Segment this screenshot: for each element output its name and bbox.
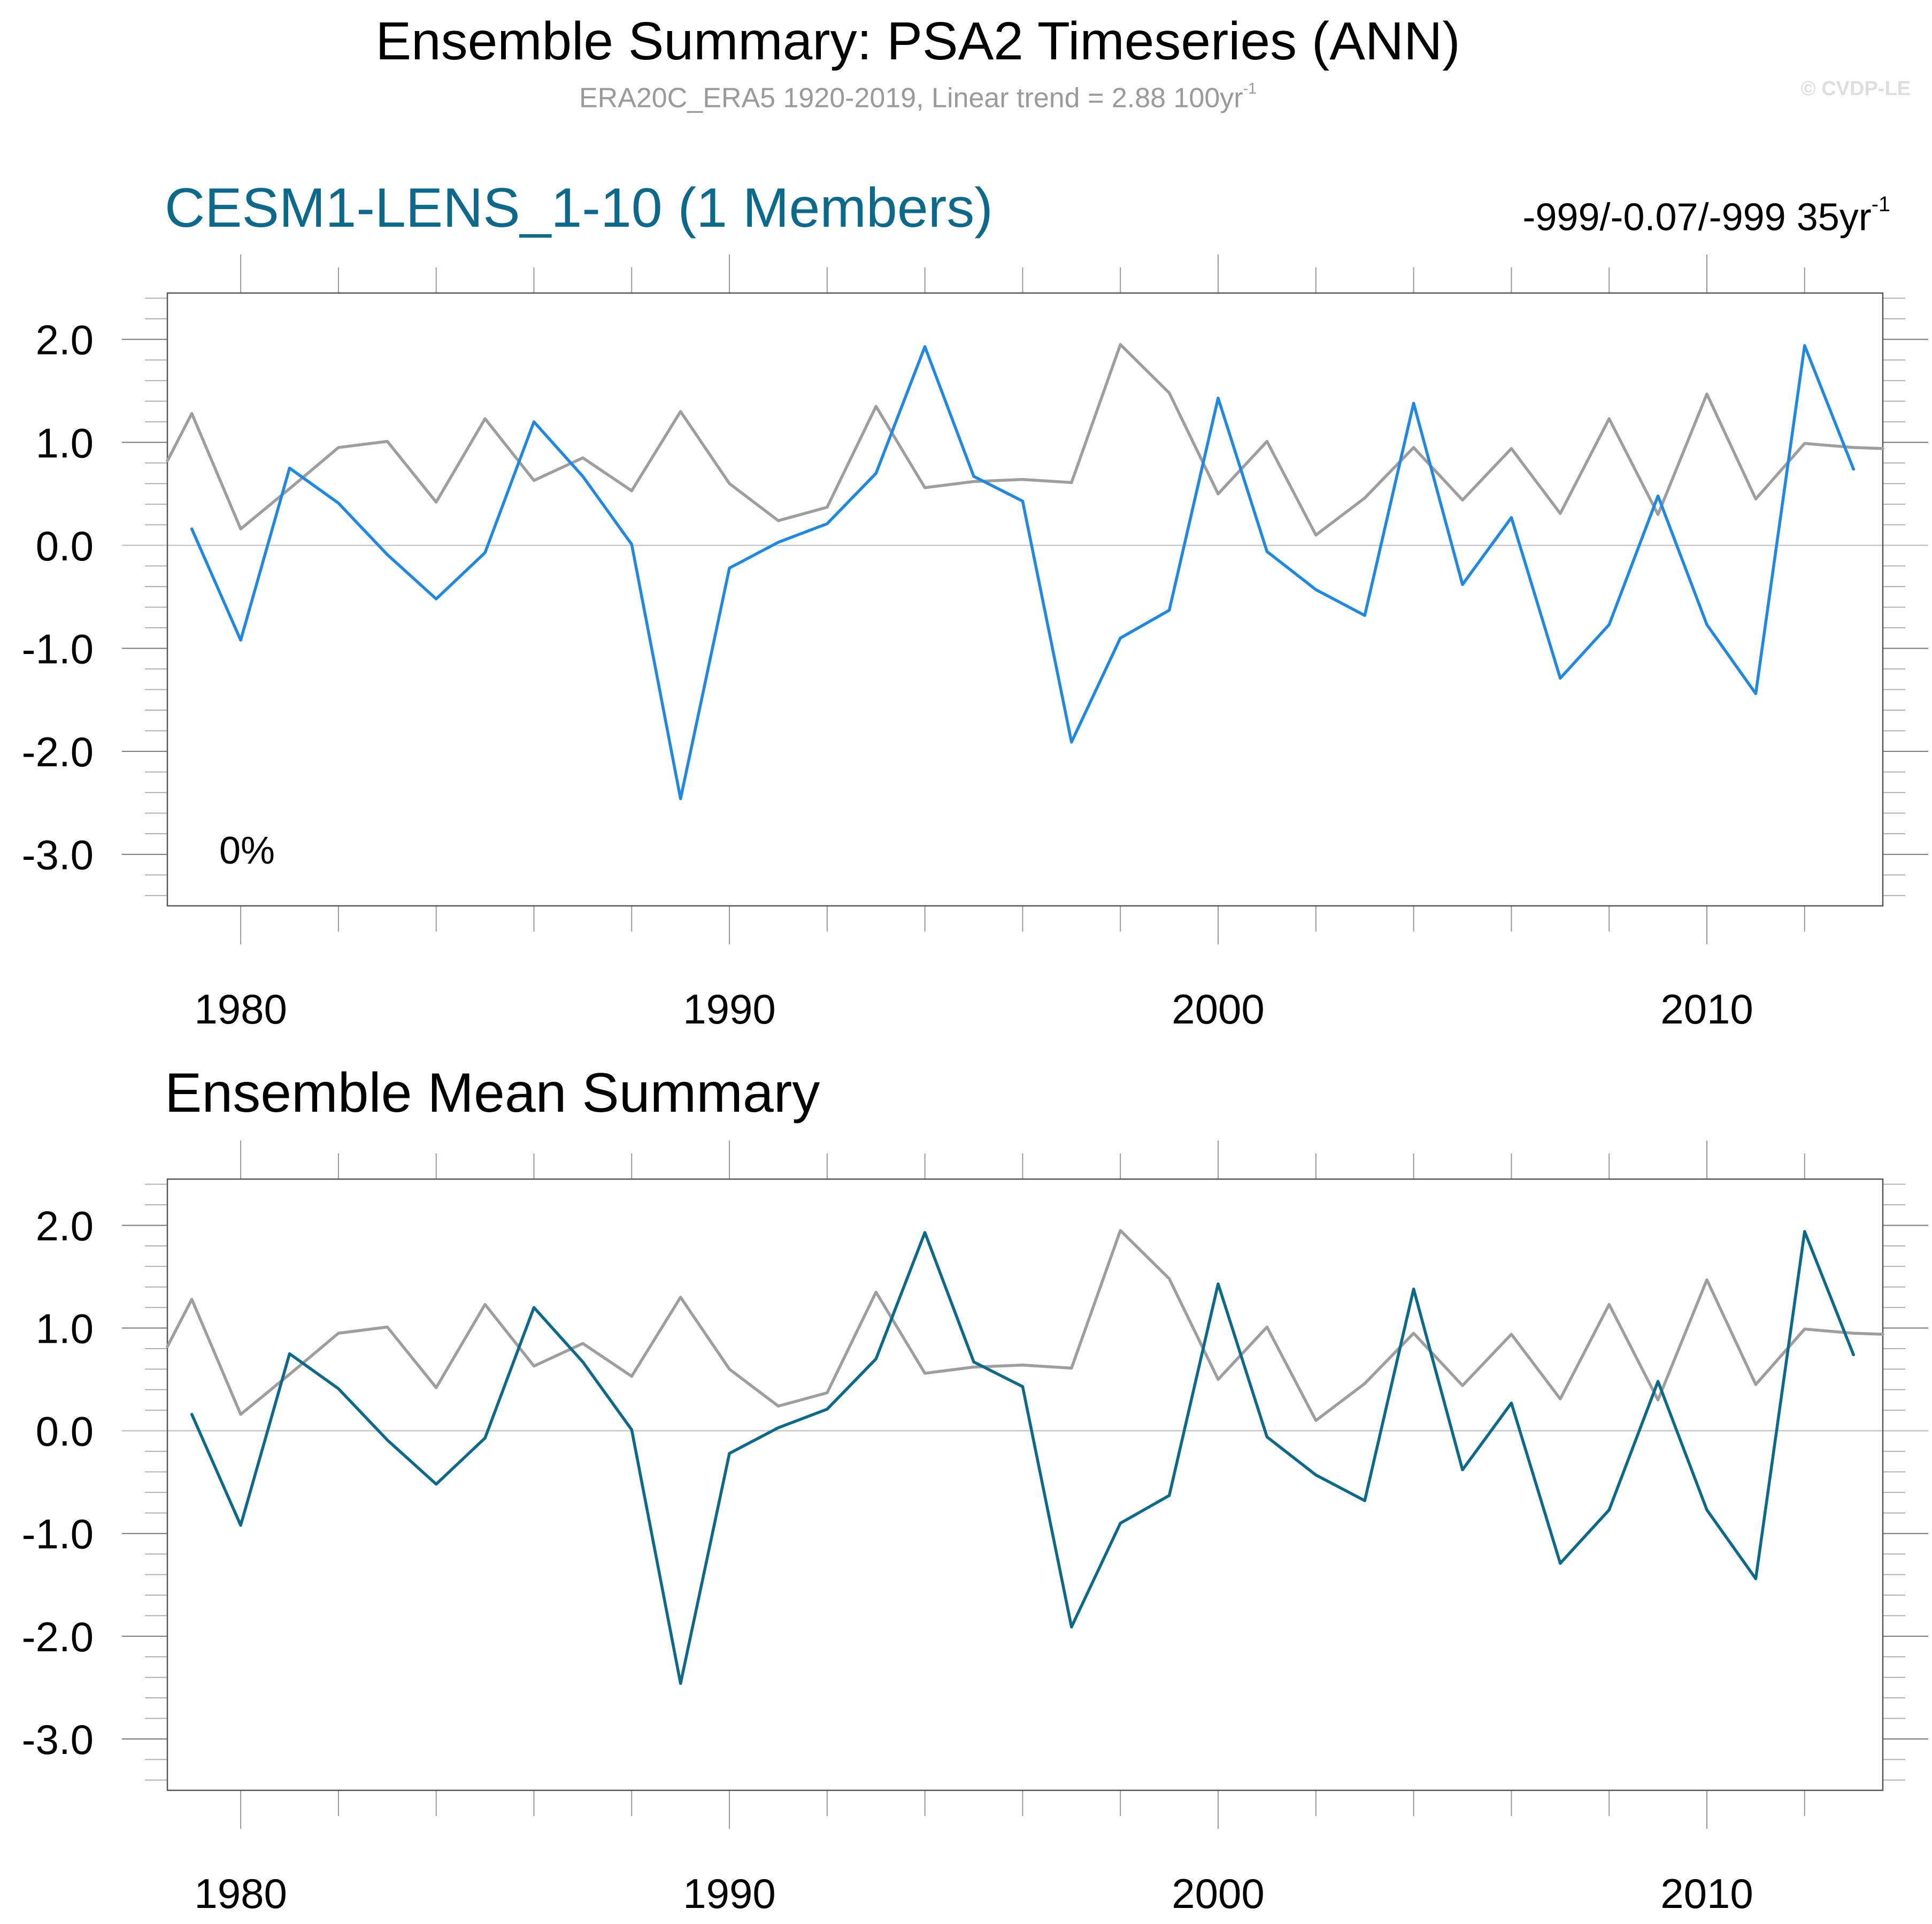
panel1-percent-label: 0% — [219, 829, 275, 872]
x-tick-label: 1980 — [194, 1870, 287, 1917]
y-tick-label: -1.0 — [22, 625, 94, 672]
x-tick-label: 2010 — [1660, 986, 1753, 1033]
panel1-title: CESM1-LENS_1-10 (1 Members) — [165, 177, 993, 239]
figure-title: Ensemble Summary: PSA2 Timeseries (ANN) — [375, 11, 1460, 71]
y-tick-label: 0.0 — [36, 522, 94, 569]
x-tick-label: 2000 — [1172, 1870, 1265, 1917]
y-tick-label: 2.0 — [36, 317, 94, 364]
y-tick-label: 1.0 — [36, 1305, 94, 1352]
y-tick-label: -2.0 — [22, 1613, 94, 1660]
plot-frame — [166, 292, 1884, 907]
panel1-trend-label: -999/-0.07/-999 35yr-1 — [1522, 193, 1890, 240]
y-tick-label: -3.0 — [22, 832, 94, 879]
x-tick-label: 1990 — [683, 986, 776, 1033]
model-series-line — [190, 1230, 1855, 1685]
y-tick-label: 0.0 — [36, 1408, 94, 1455]
subtitle-superscript: -1 — [1243, 80, 1257, 97]
model-series-line — [190, 344, 1855, 801]
trend-text: -999/-0.07/-999 35yr — [1522, 196, 1872, 239]
y-tick-label: 1.0 — [36, 419, 94, 466]
trend-superscript: -1 — [1871, 193, 1890, 216]
y-tick-label: 2.0 — [36, 1202, 94, 1249]
watermark: © CVDP-LE — [1800, 78, 1911, 100]
plot-frame — [166, 1178, 1884, 1791]
x-tick-label: 1990 — [683, 1870, 776, 1917]
panel2-title: Ensemble Mean Summary — [165, 1062, 820, 1124]
y-tick-label: -3.0 — [22, 1716, 94, 1763]
x-tick-label: 2000 — [1172, 986, 1265, 1033]
subtitle-text: ERA20C_ERA5 1920-2019, Linear trend = 2.… — [579, 82, 1243, 114]
x-tick-label: 2010 — [1660, 1870, 1753, 1917]
y-tick-label: -2.0 — [22, 728, 94, 775]
figure-subtitle: ERA20C_ERA5 1920-2019, Linear trend = 2.… — [0, 80, 1884, 114]
x-tick-label: 1980 — [194, 986, 287, 1033]
y-tick-label: -1.0 — [22, 1511, 94, 1558]
